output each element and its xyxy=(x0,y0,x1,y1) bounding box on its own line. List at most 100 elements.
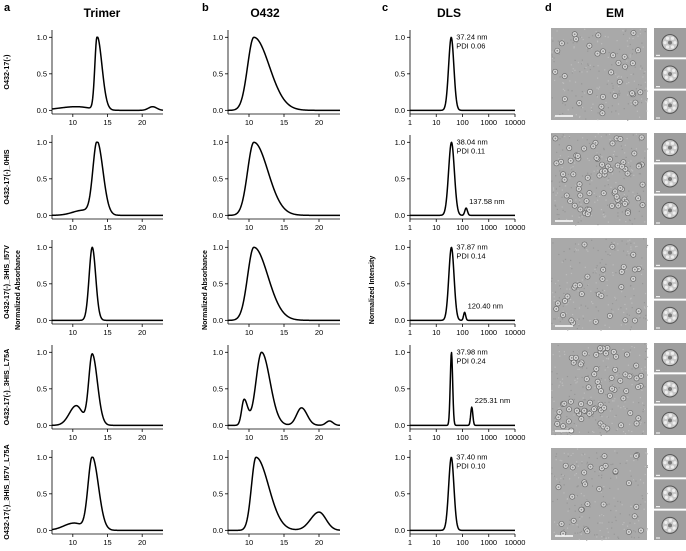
o432-ytick-label-2-2: 1.0 xyxy=(213,138,223,147)
dls-ytick-label-4-1: 0.5 xyxy=(395,384,405,393)
trimer-ytick-label-1-1: 0.5 xyxy=(37,69,47,78)
o432-xtick-label-1-1: 15 xyxy=(280,118,288,127)
dls-xtick-label-4-3: 1000 xyxy=(480,433,497,442)
trimer-xtick-label-1-2: 20 xyxy=(138,118,146,127)
dls-size-label-1: 37.24 nm xyxy=(456,32,487,41)
o432-trace-2 xyxy=(227,141,341,217)
o432-ytick-label-4-1: 0.5 xyxy=(213,384,223,393)
o432-trace-1 xyxy=(227,36,341,112)
trimer-xtick-label-4-2: 20 xyxy=(138,433,146,442)
o432-xtick-label-4-0: 10 xyxy=(245,433,253,442)
dls-xtick-label-3-1: 10 xyxy=(432,328,440,337)
dls-xtick-label-4-1: 10 xyxy=(432,433,440,442)
dls-ytick-label-3-0: 0.0 xyxy=(395,316,405,325)
o432-chart-2: 0.0 0.5 1.0 10 15 20 xyxy=(213,135,341,232)
trimer-xtick-label-1-1: 15 xyxy=(103,118,111,127)
dls-xtick-label-4-2: 100 xyxy=(456,433,469,442)
em-micrograph-3 xyxy=(551,238,686,331)
dls-pdi-label-4: PDI 0.24 xyxy=(456,356,485,365)
trimer-trace-5 xyxy=(51,456,164,532)
col-title-o432: O432 xyxy=(250,6,280,20)
dls-ytick-label-5-1: 0.5 xyxy=(395,489,405,498)
o432-xtick-label-5-0: 10 xyxy=(245,538,253,547)
o432-trace-4 xyxy=(227,351,341,427)
trimer-xtick-label-2-2: 20 xyxy=(138,223,146,232)
trimer-ytick-label-5-2: 1.0 xyxy=(37,453,47,462)
trimer-ytick-label-4-2: 1.0 xyxy=(37,348,47,357)
trimer-trace-2 xyxy=(51,141,164,217)
trimer-xtick-label-1-0: 10 xyxy=(69,118,77,127)
dls-xtick-label-3-2: 100 xyxy=(456,328,469,337)
row-label-3: O432-17(-)_3HIS_I57V xyxy=(2,245,11,319)
o432-ytick-label-3-1: 0.5 xyxy=(213,279,223,288)
trimer-ytick-label-2-1: 0.5 xyxy=(37,174,47,183)
dls-trace-5 xyxy=(409,456,516,532)
y-axis-label-dls: Normalized Intensity xyxy=(369,256,376,325)
dls-trace-4 xyxy=(409,351,516,427)
o432-ytick-label-2-0: 0.0 xyxy=(213,211,223,220)
o432-trace-5 xyxy=(227,456,341,532)
dls-ytick-label-2-0: 0.0 xyxy=(395,211,405,220)
col-title-dls: DLS xyxy=(437,6,461,20)
o432-ytick-label-3-0: 0.0 xyxy=(213,316,223,325)
o432-xtick-label-2-2: 20 xyxy=(315,223,323,232)
dls-pdi-label-2: PDI 0.11 xyxy=(456,146,485,155)
trimer-xtick-label-2-1: 15 xyxy=(103,223,111,232)
trimer-chart-2: 0.0 0.5 1.0 10 15 20 xyxy=(37,135,164,232)
o432-ytick-label-3-2: 1.0 xyxy=(213,243,223,252)
trimer-ytick-label-2-0: 0.0 xyxy=(37,211,47,220)
o432-chart-3: 0.0 0.5 1.0 10 15 20 xyxy=(213,240,341,337)
dls-size-label-2: 38.04 nm xyxy=(456,137,487,146)
o432-chart-4: 0.0 0.5 1.0 10 15 20 xyxy=(213,345,341,442)
em-micrograph-4 xyxy=(551,343,686,436)
o432-ytick-label-4-2: 1.0 xyxy=(213,348,223,357)
dls-ytick-label-2-2: 1.0 xyxy=(395,138,405,147)
trimer-ytick-label-3-1: 0.5 xyxy=(37,279,47,288)
em-micrograph-5 xyxy=(551,448,686,542)
trimer-xtick-label-5-1: 15 xyxy=(103,538,111,547)
row-label-1: O432-17(-) xyxy=(2,54,11,90)
dls-ytick-label-1-2: 1.0 xyxy=(395,33,405,42)
trimer-ytick-label-1-2: 1.0 xyxy=(37,33,47,42)
o432-xtick-label-4-1: 15 xyxy=(280,433,288,442)
dls-xtick-label-5-4: 10000 xyxy=(505,538,526,547)
dls-trace-1 xyxy=(409,36,516,112)
dls-xtick-label-5-1: 10 xyxy=(432,538,440,547)
dls-xtick-label-2-0: 1 xyxy=(408,223,412,232)
col-title-trimer: Trimer xyxy=(84,6,121,20)
dls-xtick-label-1-0: 1 xyxy=(408,118,412,127)
dls-xtick-label-1-2: 100 xyxy=(456,118,469,127)
dls-ytick-label-3-1: 0.5 xyxy=(395,279,405,288)
o432-xtick-label-1-0: 10 xyxy=(245,118,253,127)
o432-xtick-label-2-1: 15 xyxy=(280,223,288,232)
dls-ytick-label-4-0: 0.0 xyxy=(395,421,405,430)
dls-secondary-label-4: 225.31 nm xyxy=(475,396,510,405)
o432-ytick-label-1-1: 0.5 xyxy=(213,69,223,78)
o432-xtick-label-4-2: 20 xyxy=(315,433,323,442)
panel-letter-d: d xyxy=(545,2,552,14)
trimer-ytick-label-4-1: 0.5 xyxy=(37,384,47,393)
panel-letter-a: a xyxy=(4,2,11,14)
trimer-xtick-label-2-0: 10 xyxy=(69,223,77,232)
o432-chart-5: 0.0 0.5 1.0 10 15 20 xyxy=(213,450,341,547)
trimer-ytick-label-5-0: 0.0 xyxy=(37,526,47,535)
trimer-ytick-label-4-0: 0.0 xyxy=(37,421,47,430)
trimer-trace-3 xyxy=(51,246,164,322)
trimer-trace-4 xyxy=(51,352,164,427)
o432-ytick-label-5-0: 0.0 xyxy=(213,526,223,535)
trimer-chart-5: 0.0 0.5 1.0 10 15 20 xyxy=(37,450,164,547)
dls-ytick-label-5-0: 0.0 xyxy=(395,526,405,535)
dls-secondary-label-2: 137.58 nm xyxy=(469,197,504,206)
trimer-chart-4: 0.0 0.5 1.0 10 15 20 xyxy=(37,345,164,442)
o432-chart-1: 0.0 0.5 1.0 10 15 20 xyxy=(213,30,341,127)
dls-pdi-label-3: PDI 0.14 xyxy=(456,251,485,260)
dls-xtick-label-1-3: 1000 xyxy=(480,118,497,127)
o432-xtick-label-1-2: 20 xyxy=(315,118,323,127)
panel-letter-c: c xyxy=(382,2,388,14)
dls-xtick-label-2-4: 10000 xyxy=(505,223,526,232)
col-title-em: EM xyxy=(606,6,624,20)
trimer-xtick-label-5-2: 20 xyxy=(138,538,146,547)
o432-ytick-label-5-2: 1.0 xyxy=(213,453,223,462)
